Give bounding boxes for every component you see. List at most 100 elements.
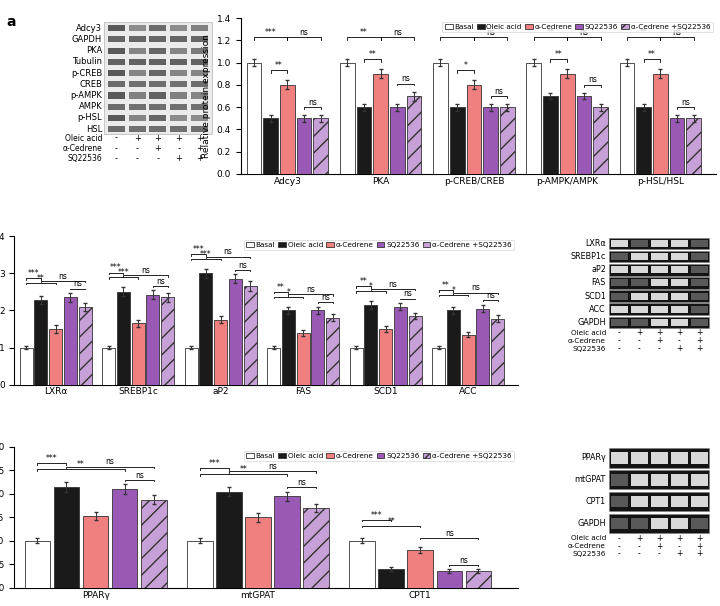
Bar <box>170 47 187 54</box>
Text: **: ** <box>555 50 563 59</box>
Text: ***: *** <box>265 28 276 36</box>
Bar <box>651 518 667 529</box>
Text: ns: ns <box>141 266 150 275</box>
Text: -: - <box>115 144 118 153</box>
Text: **: ** <box>275 61 283 70</box>
Text: +: + <box>696 328 703 337</box>
Text: AMPK: AMPK <box>78 102 102 112</box>
Text: **: ** <box>360 277 367 286</box>
Text: **: ** <box>454 28 461 36</box>
Bar <box>609 470 709 490</box>
Text: ns: ns <box>297 478 306 487</box>
Text: ns: ns <box>224 247 233 256</box>
Bar <box>191 70 208 76</box>
Bar <box>611 496 628 507</box>
Text: -: - <box>115 133 118 142</box>
Bar <box>671 306 688 313</box>
Bar <box>670 118 685 174</box>
Bar <box>543 96 558 174</box>
Bar <box>609 514 709 533</box>
Text: ns: ns <box>58 271 68 281</box>
Bar <box>671 253 688 260</box>
Bar <box>150 126 166 132</box>
Text: +: + <box>175 133 182 142</box>
Bar <box>611 266 628 273</box>
Bar <box>161 298 174 385</box>
Text: ns: ns <box>672 28 682 36</box>
Bar <box>54 487 79 588</box>
Bar <box>170 59 187 65</box>
Bar <box>170 81 187 87</box>
Bar <box>280 85 294 174</box>
Bar <box>297 333 310 385</box>
Text: +: + <box>656 542 662 551</box>
Bar <box>49 329 62 385</box>
Text: ns: ns <box>681 98 690 107</box>
Bar <box>671 293 688 299</box>
Text: ns: ns <box>588 76 597 84</box>
Text: ns: ns <box>471 284 480 293</box>
Bar <box>631 240 648 247</box>
Text: α-Cedrene: α-Cedrene <box>568 338 606 344</box>
Bar <box>264 118 278 174</box>
Bar <box>433 62 448 174</box>
Bar <box>651 496 667 507</box>
Bar <box>609 492 709 511</box>
Text: p-AMPK: p-AMPK <box>71 91 102 100</box>
Bar <box>408 550 433 588</box>
Text: mtGPAT: mtGPAT <box>575 475 606 484</box>
Bar <box>247 62 261 174</box>
Text: ns: ns <box>495 87 503 96</box>
Bar <box>150 115 166 121</box>
Bar <box>691 240 708 247</box>
Bar <box>187 541 212 588</box>
Bar <box>244 286 257 385</box>
Bar <box>671 518 688 529</box>
Bar <box>450 107 464 174</box>
Bar <box>117 292 130 385</box>
Bar <box>108 70 125 76</box>
Bar <box>170 115 187 121</box>
Bar <box>651 279 667 287</box>
Bar <box>379 329 392 385</box>
Bar <box>184 347 197 385</box>
Text: **: ** <box>546 28 554 36</box>
Bar <box>609 316 709 328</box>
Bar <box>326 318 339 385</box>
Bar <box>191 81 208 87</box>
Text: -: - <box>115 154 118 163</box>
Bar <box>691 293 708 299</box>
Text: ***: *** <box>209 459 220 468</box>
Text: ns: ns <box>306 285 315 295</box>
Bar <box>108 59 125 65</box>
Text: *: * <box>287 288 290 296</box>
Bar <box>593 107 608 174</box>
Text: FAS: FAS <box>592 278 606 287</box>
Text: -: - <box>658 344 661 353</box>
Text: ns: ns <box>238 261 247 270</box>
Bar <box>150 70 166 76</box>
Text: -: - <box>678 542 680 551</box>
Bar <box>129 126 145 132</box>
Bar <box>611 240 628 247</box>
Bar <box>191 47 208 54</box>
Bar <box>609 264 709 276</box>
Bar <box>199 273 212 385</box>
Text: +: + <box>676 328 683 337</box>
Bar <box>436 571 462 588</box>
Text: +: + <box>656 328 662 337</box>
Text: aP2: aP2 <box>591 265 606 275</box>
Y-axis label: Relative protein expression: Relative protein expression <box>202 34 211 158</box>
Text: PPARγ: PPARγ <box>581 453 606 462</box>
Text: p-CREB: p-CREB <box>71 68 102 78</box>
Bar <box>631 474 648 485</box>
Bar <box>691 518 708 529</box>
Bar <box>491 319 504 385</box>
Bar <box>129 47 145 54</box>
Bar <box>611 293 628 299</box>
Text: Oleic acid: Oleic acid <box>65 133 102 142</box>
Text: ***: *** <box>46 454 58 463</box>
Bar <box>150 59 166 65</box>
Bar <box>129 36 145 42</box>
Bar <box>24 541 50 588</box>
